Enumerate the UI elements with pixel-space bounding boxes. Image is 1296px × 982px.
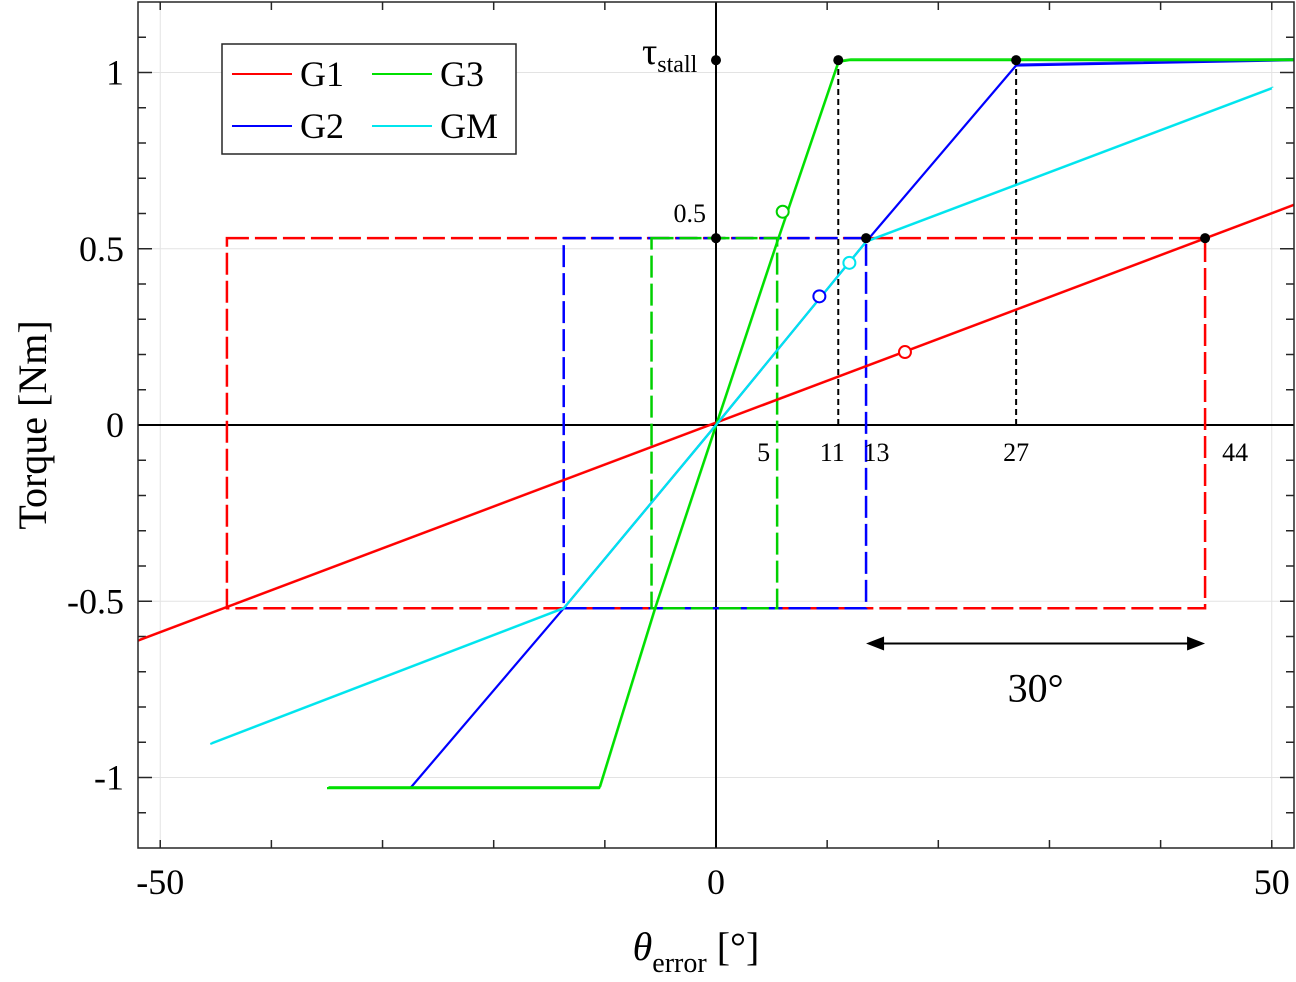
key-point-3 bbox=[711, 233, 721, 244]
x-annotation-13: 13 bbox=[864, 438, 890, 467]
x-annotation-44: 44 bbox=[1222, 438, 1248, 467]
x-tick-label-2: 50 bbox=[1254, 862, 1290, 902]
series-trace-G3 bbox=[328, 58, 1294, 788]
y-axis-label: Torque [Nm] bbox=[10, 320, 55, 529]
key-point-4 bbox=[861, 233, 872, 244]
legend-label-GM: GM bbox=[440, 106, 498, 146]
y-tick-label-1: -0.5 bbox=[67, 581, 124, 621]
open-marker-1 bbox=[842, 255, 857, 270]
x-annotation-11: 11 bbox=[820, 438, 845, 467]
span-arrow-label: 30° bbox=[1008, 666, 1064, 711]
legend-label-G3: G3 bbox=[440, 54, 484, 94]
span-arrow-head-right bbox=[1187, 636, 1206, 651]
series-trace-GM bbox=[211, 86, 1274, 744]
open-marker-0 bbox=[775, 204, 790, 219]
series-line-G3 bbox=[327, 59, 1294, 790]
y-tick-label-0: -1 bbox=[94, 758, 124, 798]
key-point-2 bbox=[1011, 55, 1022, 66]
y-tick-label-2: 0 bbox=[106, 405, 124, 445]
label-0-5: 0.5 bbox=[674, 199, 707, 228]
x-axis-label: θerror [°] bbox=[633, 924, 760, 979]
y-tick-label-3: 0.5 bbox=[79, 229, 124, 269]
legend-box bbox=[221, 43, 517, 155]
x-tick-label-1: 0 bbox=[707, 862, 725, 902]
y-tick-label-4: 1 bbox=[106, 53, 124, 93]
x-annotation-27: 27 bbox=[1003, 438, 1029, 467]
plot-frame bbox=[137, 1, 1295, 849]
open-marker-2 bbox=[812, 289, 827, 304]
x-tick-label-0: -50 bbox=[136, 862, 184, 902]
x-annotation-5: 5 bbox=[757, 438, 770, 467]
span-arrow-head-left bbox=[866, 636, 885, 651]
key-point-1 bbox=[833, 55, 844, 66]
legend-label-G2: G2 bbox=[300, 106, 344, 146]
key-point-5 bbox=[1200, 233, 1211, 244]
key-point-0 bbox=[711, 55, 721, 66]
open-marker-3 bbox=[897, 345, 912, 360]
legend-label-G1: G1 bbox=[300, 54, 344, 94]
plot-content bbox=[138, 55, 1294, 790]
tau-stall-label: τstall bbox=[642, 31, 698, 78]
